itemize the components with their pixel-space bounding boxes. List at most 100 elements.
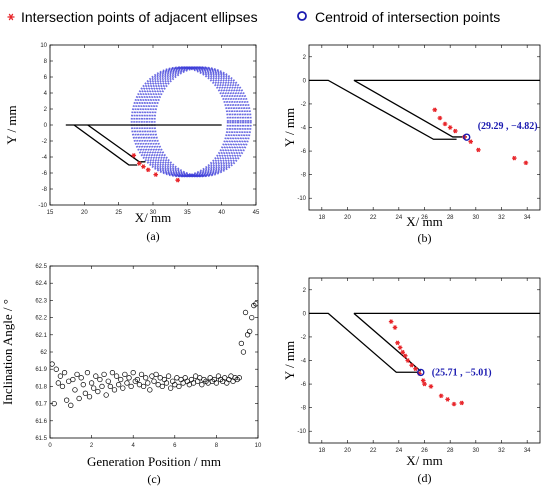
x-tick-label: 8 (215, 443, 219, 449)
data-point (253, 301, 258, 307)
data-point (167, 385, 174, 391)
intersection-point (432, 107, 438, 113)
data-point (236, 375, 242, 381)
intersection-point (523, 160, 529, 166)
intersection-point (437, 115, 443, 121)
data-point (151, 378, 157, 384)
x-tick-label: 26 (421, 448, 428, 454)
data-point (238, 340, 245, 347)
data-point (143, 375, 149, 381)
data-point (182, 375, 188, 381)
y-tick-label: 62.1 (35, 333, 47, 339)
intersection-point (413, 366, 418, 372)
data-point (242, 309, 249, 316)
y-tick-label: 62.5 (35, 264, 47, 270)
y-axis-label: Inclination Angle / ° (0, 299, 15, 405)
panel-label: (b) (418, 231, 432, 245)
y-tick-label: -4 (301, 359, 307, 365)
data-point (50, 361, 55, 367)
y-tick-label: 61.7 (35, 402, 47, 408)
data-point (165, 373, 172, 379)
y-tick-label: 62.2 (35, 316, 47, 322)
x-tick-label: 32 (498, 448, 505, 454)
data-point (188, 376, 195, 383)
intersection-point (428, 384, 434, 389)
intersection-point (141, 164, 146, 169)
plot-area-d (309, 312, 540, 407)
profile-outline (309, 312, 420, 373)
intersection-point (447, 125, 453, 130)
data-point (113, 373, 120, 379)
data-point (84, 369, 91, 376)
y-tick-label: 8 (44, 59, 48, 65)
y-tick-label: -2 (301, 102, 307, 108)
profile-outline (87, 124, 146, 163)
x-tick-label: 45 (253, 210, 260, 216)
data-point (138, 371, 145, 378)
x-tick-label: 0 (48, 443, 52, 449)
intersection-point (409, 362, 414, 368)
intersection-point (388, 319, 394, 324)
data-point (247, 328, 253, 335)
intersection-point (438, 393, 444, 399)
x-tick-label: 35 (184, 210, 191, 216)
intersection-point (136, 161, 142, 166)
x-tick-label: 22 (370, 448, 377, 454)
data-point (120, 385, 126, 391)
y-axis-label: Y / mm (4, 105, 19, 144)
data-point (95, 388, 101, 395)
data-point (213, 380, 220, 386)
profile-outline (309, 79, 457, 140)
data-point (215, 373, 222, 379)
centroid-annotation: (29.29 , −4.82) (478, 121, 538, 132)
data-point (134, 376, 141, 383)
ellipse-path (151, 66, 250, 178)
y-tick-label: -6 (42, 171, 48, 177)
centroid-annotation: (25.71 , −5.01) (432, 367, 492, 378)
data-point (140, 383, 147, 390)
centroid-marker (417, 368, 425, 377)
data-point (153, 371, 159, 378)
plot-area-a (65, 66, 252, 183)
intersection-point (145, 167, 151, 173)
data-point (76, 395, 82, 402)
data-point (249, 314, 255, 321)
x-tick-label: 28 (447, 215, 454, 221)
x-tick-label: 28 (447, 448, 454, 454)
data-point (51, 400, 57, 407)
intersection-point (422, 381, 427, 387)
data-point (99, 383, 105, 390)
data-point (224, 380, 230, 386)
data-point (53, 366, 59, 372)
intersection-point (442, 121, 448, 127)
data-point (59, 383, 66, 390)
data-point (68, 402, 74, 408)
y-tick-label: 2 (44, 107, 48, 113)
x-tick-label: 24 (395, 215, 402, 221)
y-tick-label: 0 (303, 78, 307, 84)
data-point (199, 382, 205, 388)
panel-c: 0 2 4 6 8 10 61.5 61.6 61.7 61.8 61.9 62 62.1 62.2 62.… (0, 264, 262, 486)
intersection-point (459, 400, 465, 406)
data-point (78, 375, 84, 381)
y-tick-label: -2 (42, 139, 48, 145)
data-point (147, 387, 153, 393)
legend-circle-marker (297, 11, 307, 21)
plot-frame (308, 277, 541, 444)
ellipse-path (148, 66, 247, 178)
y-tick-label: 6 (44, 75, 48, 81)
intersection-point (400, 349, 405, 355)
panel-d: 18 20 22 24 26 28 30 32 34 -10 -8 -6 -4 -2 0 2 X/ mm Y / … (282, 277, 541, 485)
intersection-point (512, 155, 517, 161)
y-tick-label: 0 (44, 123, 48, 129)
data-point (130, 369, 136, 376)
profile-outline (73, 124, 138, 166)
y-axis-label: Y / mm (282, 341, 297, 380)
y-tick-label: 4 (44, 91, 48, 97)
y-tick-label: -10 (297, 196, 306, 202)
y-tick-label: -10 (297, 429, 306, 435)
data-point (97, 376, 103, 383)
data-point (122, 371, 128, 378)
x-tick-label: 10 (255, 443, 262, 449)
y-tick-label: 10 (40, 43, 47, 49)
